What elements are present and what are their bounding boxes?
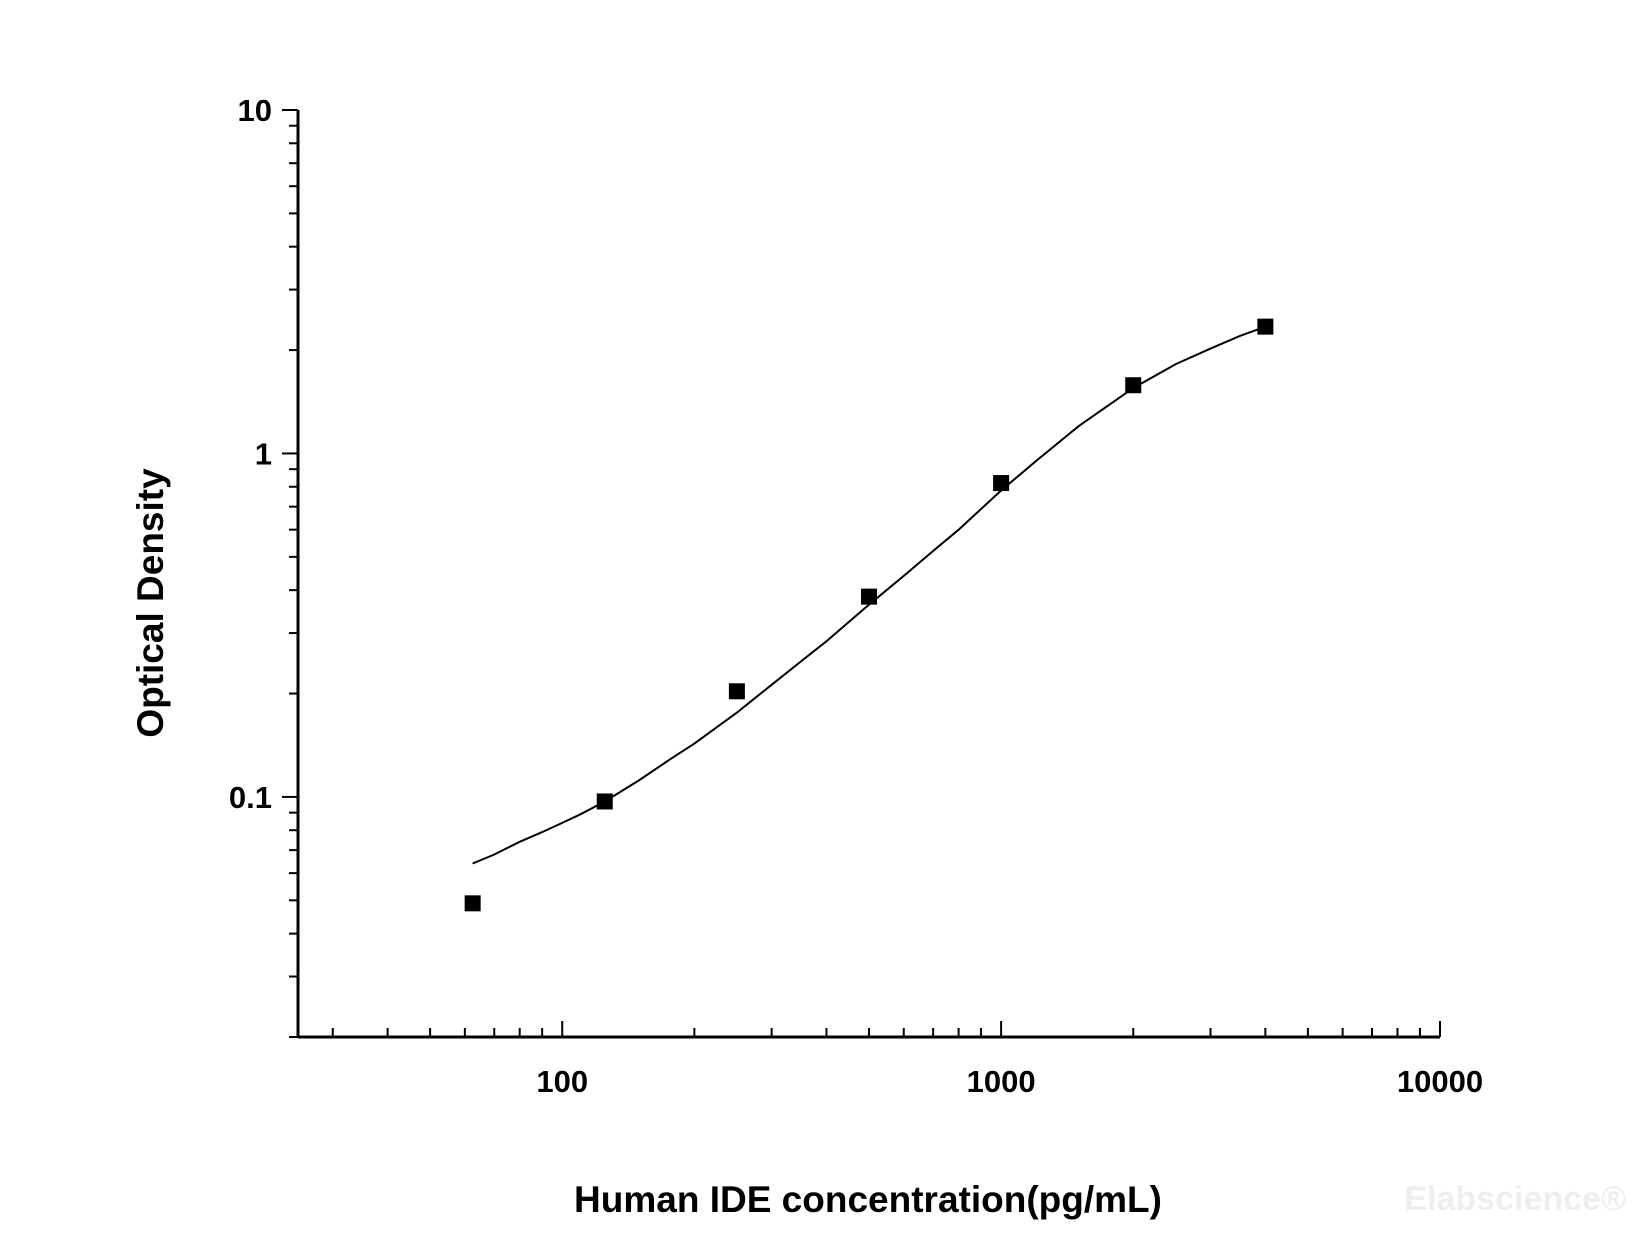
data-point-marker [1257, 318, 1274, 335]
data-point-marker [728, 683, 745, 700]
fit-curve-line [472, 325, 1266, 865]
x-tick-label: 10000 [1397, 1064, 1483, 1099]
x-tick-label: 100 [536, 1064, 588, 1099]
y-tick-label: 1 [255, 436, 272, 471]
y-tick-label: 0.1 [229, 780, 272, 815]
x-axis-ticks: 100 1000 10000 [331, 1021, 1483, 1099]
x-axis-title: Human IDE concentration(pg/mL) [574, 1179, 1162, 1220]
data-point-marker [1125, 377, 1142, 394]
y-tick-label: 10 [238, 93, 272, 128]
plot-area [464, 318, 1274, 912]
data-point-marker [596, 793, 613, 810]
data-point-marker [861, 588, 877, 605]
data-point-marker [993, 475, 1010, 492]
y-axis-ticks: 10 1 0.1 [229, 93, 298, 1038]
x-tick-label: 1000 [967, 1064, 1036, 1099]
data-point-marker [464, 895, 481, 912]
y-axis-title: Optical Density [130, 468, 171, 738]
watermark-logo: Elabscience® [1404, 1180, 1626, 1218]
